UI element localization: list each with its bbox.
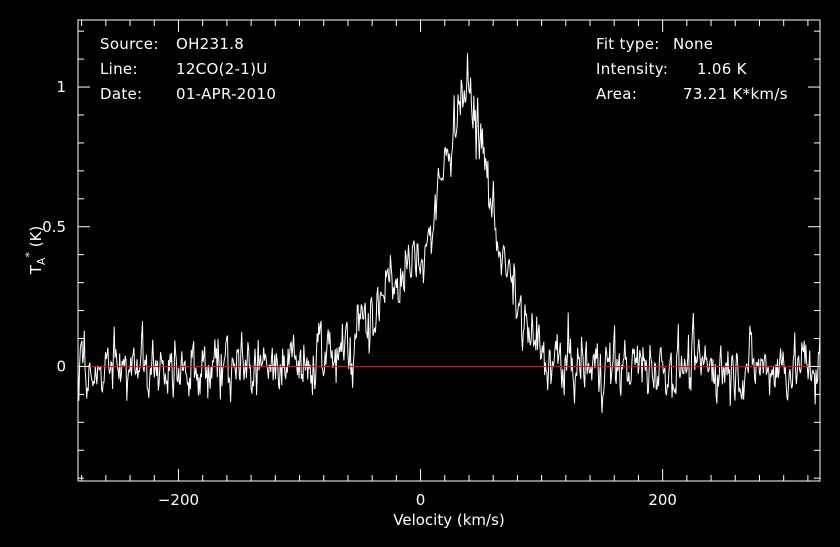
x-tick-label: −200 [158,491,199,509]
y-axis-label-t: T [27,264,45,275]
info-line-label: Line: [100,60,138,78]
plot-frame [77,19,821,482]
y-axis-label: TA* (K) [23,226,48,276]
info-intensity-value: 1.06 K [697,60,747,78]
x-axis-label: Velocity (km/s) [393,511,504,529]
info-source-label: Source: [100,35,159,53]
info-intensity-label: Intensity: [596,60,669,78]
y-tick-label: 0.5 [42,218,66,236]
info-area-label: Area: [596,85,638,103]
info-fit-value: None [673,35,714,53]
info-fit-label: Fit type: [596,35,660,53]
info-line-value: 12CO(2-1)U [176,60,268,78]
y-axis-label-subscript: A [35,257,48,265]
info-date-label: Date: [100,85,143,103]
spectrum-layer [77,53,821,413]
info-area-value: 73.21 K*km/s [683,85,788,103]
y-tick-label: 1 [56,78,66,96]
info-source-value: OH231.8 [176,35,245,53]
info-date-value: 01-APR-2010 [176,85,277,103]
x-tick-label: 200 [648,491,677,509]
spectrum-line [77,53,821,413]
axis-ticks: −200 0 200 0 0.5 1 [42,20,820,509]
y-axis-label-unit: (K) [27,226,45,252]
y-axis-label-star: * [23,252,36,258]
svg-text:TA* (K): TA* (K) [23,226,48,276]
x-tick-label: 0 [416,491,426,509]
y-tick-label: 0 [56,357,66,375]
